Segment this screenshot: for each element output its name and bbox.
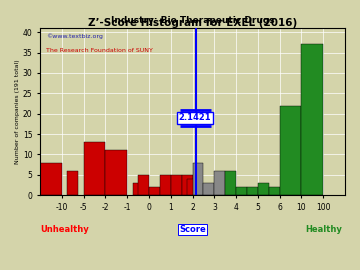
Text: Healthy: Healthy xyxy=(305,225,342,234)
Bar xyxy=(203,183,214,195)
Bar xyxy=(149,187,160,195)
Bar xyxy=(105,150,127,195)
Bar xyxy=(67,171,78,195)
Y-axis label: Number of companies (191 total): Number of companies (191 total) xyxy=(15,59,20,164)
Bar xyxy=(84,142,105,195)
Bar xyxy=(214,171,225,195)
Bar xyxy=(193,163,203,195)
Bar xyxy=(269,187,280,195)
Bar xyxy=(225,171,236,195)
Bar xyxy=(171,175,182,195)
Bar xyxy=(133,183,144,195)
Bar xyxy=(182,175,193,195)
Bar xyxy=(138,175,149,195)
Text: ©www.textbiz.org: ©www.textbiz.org xyxy=(46,33,103,39)
Title: Z’-Score Histogram for EXEL (2016): Z’-Score Histogram for EXEL (2016) xyxy=(88,18,297,28)
Bar xyxy=(160,175,171,195)
Text: The Research Foundation of SUNY: The Research Foundation of SUNY xyxy=(46,48,153,53)
Bar xyxy=(187,179,198,195)
Text: 2.1421: 2.1421 xyxy=(178,113,211,122)
Bar xyxy=(247,187,258,195)
Bar xyxy=(280,106,301,195)
Text: Score: Score xyxy=(179,225,206,234)
Text: Industry: Bio Therapeutic Drugs: Industry: Bio Therapeutic Drugs xyxy=(111,16,274,25)
Bar xyxy=(236,187,247,195)
Bar xyxy=(40,163,62,195)
Bar xyxy=(258,183,269,195)
Bar xyxy=(301,45,323,195)
Text: Unhealthy: Unhealthy xyxy=(40,225,89,234)
